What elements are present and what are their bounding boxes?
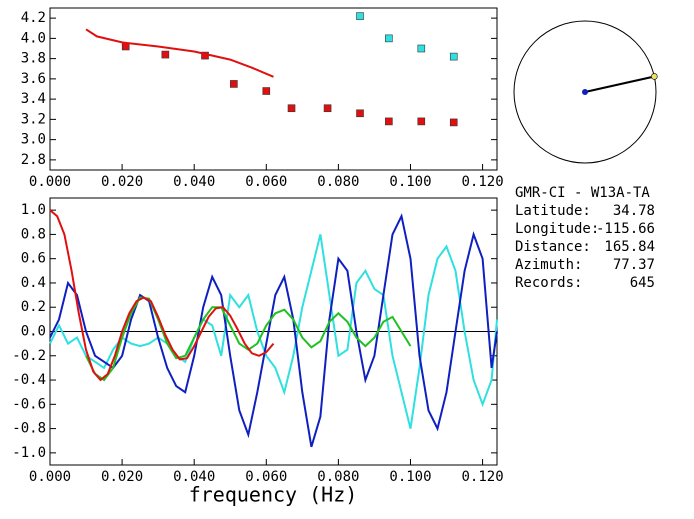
x-tick-label: 0.000	[29, 174, 71, 190]
y-tick-label: 0.4	[21, 275, 46, 291]
y-tick-label: 2.8	[21, 152, 46, 168]
x-tick-label: 0.040	[173, 469, 215, 485]
field-label: Distance:	[515, 239, 591, 255]
y-tick-label: 1.0	[21, 202, 46, 218]
curve	[49, 213, 498, 448]
y-tick-label: -1.0	[12, 445, 46, 461]
y-tick-label: 3.0	[21, 132, 46, 148]
curve	[49, 209, 275, 382]
station-dot	[650, 73, 658, 80]
y-tick-label: -0.8	[12, 421, 46, 437]
marker	[356, 109, 364, 118]
x-tick-label: 0.060	[245, 469, 287, 485]
y-tick-label: 3.6	[21, 71, 46, 87]
field-value: 645	[630, 275, 655, 291]
x-axis-label: frequency (Hz)	[189, 483, 358, 507]
marker	[323, 104, 332, 113]
y-tick-label: 0.0	[21, 324, 46, 340]
marker	[449, 118, 458, 127]
marker	[385, 34, 393, 43]
station-name: GMR-CI - W13A-TA	[515, 185, 650, 201]
marker	[449, 52, 458, 61]
field-value: 77.37	[613, 257, 655, 273]
azimuth-circle	[513, 20, 657, 164]
field-label: Longitude:	[515, 221, 599, 237]
field-label: Records:	[515, 275, 582, 291]
marker	[287, 104, 296, 113]
y-tick-label: -0.6	[12, 396, 46, 412]
x-tick-label: 0.120	[462, 174, 504, 190]
curve	[85, 28, 274, 78]
x-tick-label: 0.120	[462, 469, 504, 485]
y-tick-label: 0.8	[21, 226, 46, 242]
x-tick-label: 0.100	[389, 469, 431, 485]
x-tick-label: 0.080	[317, 469, 359, 485]
field-label: Latitude:	[515, 203, 591, 219]
field-value: 34.78	[613, 203, 655, 219]
x-tick-label: 0.060	[245, 174, 287, 190]
y-tick-label: 3.4	[21, 91, 46, 107]
x-tick-label: 0.100	[389, 174, 431, 190]
marker	[417, 117, 426, 126]
y-tick-label: 0.2	[21, 299, 46, 315]
plot-frame	[49, 7, 498, 171]
azimuth-line	[584, 75, 655, 93]
marker	[161, 50, 170, 59]
y-tick-label: 0.6	[21, 251, 46, 267]
x-tick-label: 0.020	[101, 174, 143, 190]
x-tick-label: 0.040	[173, 174, 215, 190]
marker	[262, 87, 271, 95]
source-dot	[582, 89, 588, 95]
field-label: Azimuth:	[515, 257, 582, 273]
x-tick-label: 0.000	[29, 469, 71, 485]
marker	[230, 80, 238, 88]
marker	[356, 12, 364, 20]
y-tick-label: 4.2	[21, 10, 46, 26]
marker	[417, 44, 426, 53]
y-tick-label: 3.2	[21, 111, 46, 127]
y-tick-label: 4.0	[21, 30, 46, 46]
field-value: -115.66	[596, 221, 655, 237]
y-tick-label: 3.8	[21, 51, 46, 67]
marker	[385, 117, 393, 126]
x-tick-label: 0.020	[101, 469, 143, 485]
x-tick-label: 0.080	[317, 174, 359, 190]
y-tick-label: -0.4	[12, 372, 46, 388]
field-value: 165.84	[604, 239, 655, 255]
y-tick-label: -0.2	[12, 348, 46, 364]
